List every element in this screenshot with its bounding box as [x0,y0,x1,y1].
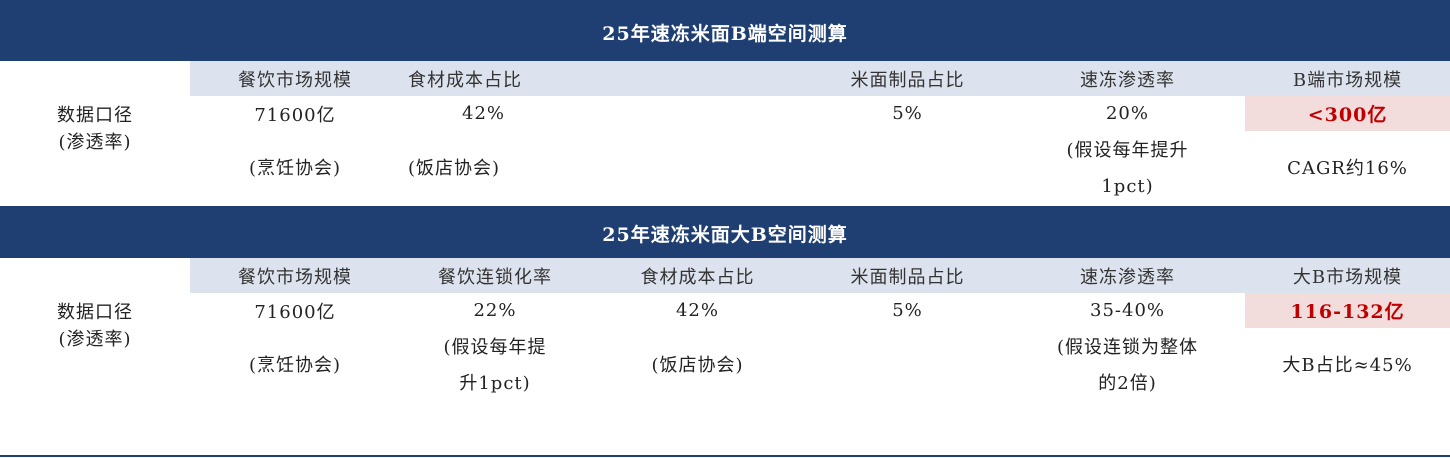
table1-source-col3 [590,131,805,207]
table2-header-blank [0,258,190,293]
table2-header-col4: 米面制品占比 [805,258,1010,293]
table1-source-col1: (烹饪协会) [248,157,342,179]
table1-header-col1: 餐饮市场规模 [190,61,400,96]
table2-source-col5: (假设连锁为整体的2倍) [1056,337,1199,394]
table1-source-col5: (假设每年提升1pct) [1066,139,1189,197]
table2-source-col6: 大B占比≈45% [1282,355,1413,376]
table2-source-col4 [805,328,1010,404]
table2-value-col3: 42% [675,300,719,321]
table2-header-col1: 餐饮市场规模 [190,258,400,293]
table1-title: 25年速冻米面B端空间测算 [0,3,1450,61]
table2-title: 25年速冻米面大B空间测算 [0,206,1450,258]
table2-result-value: 116-132亿 [1245,293,1450,328]
table1-header-col3 [590,61,805,96]
table2-source-col3: (饭店协会) [651,355,744,376]
table2-value-col5: 35-40% [1090,300,1165,321]
table1-value-col3 [590,96,805,131]
table2-value-col1: 71600亿 [254,301,336,323]
bottom-rule [0,455,1450,457]
table1-header-col6: B端市场规模 [1245,61,1450,96]
table2-header-col5: 速冻渗透率 [1010,258,1245,293]
table1-header-col5: 速冻渗透率 [1010,61,1245,96]
table1-row-label: 数据口径 [57,104,133,126]
table1-value-col4: 5% [892,103,923,124]
table1-source-col6: CAGR约16% [1287,157,1408,179]
table1-source-col4 [805,131,1010,207]
table1-value-col2: 42% [462,103,506,124]
b-end-market-table: 25年速冻米面B端空间测算 餐饮市场规模 食材成本占比 米面制品占比 速冻渗透率… [0,3,1450,404]
table2-header-col3: 食材成本占比 [590,258,805,293]
table2-value-col4: 5% [892,300,923,321]
table1-header-blank [0,61,190,96]
table2-row-label: 数据口径 [57,301,133,323]
table1-row-sublabel: (渗透率) [58,132,132,153]
table2-value-col2: 22% [473,300,517,321]
table1-value-col1: 71600亿 [254,104,336,126]
table2-source-col2: (假设每年提升1pct) [443,337,547,394]
table2-row-sublabel: (渗透率) [58,329,132,350]
table1-result-value: <300亿 [1245,96,1450,131]
top-rule [0,0,1450,3]
table1-header-col2: 食材成本占比 [400,61,590,96]
table2-header-col6: 大B市场规模 [1245,258,1450,293]
table1-value-col5: 20% [1105,103,1149,124]
table1-header-col4: 米面制品占比 [805,61,1010,96]
table2-header-col2: 餐饮连锁化率 [400,258,590,293]
table2-source-col1: (烹饪协会) [248,355,342,376]
table1-source-col2: (饭店协会) [408,157,501,179]
